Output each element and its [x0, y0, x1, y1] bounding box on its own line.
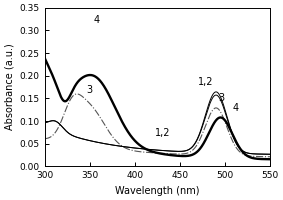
Text: 3: 3 — [87, 85, 93, 95]
Text: 4: 4 — [232, 103, 239, 113]
Text: 3: 3 — [219, 93, 225, 103]
X-axis label: Wavelength (nm): Wavelength (nm) — [115, 186, 200, 196]
Text: 1,2: 1,2 — [155, 128, 170, 138]
Y-axis label: Absorbance (a.u.): Absorbance (a.u.) — [4, 44, 14, 130]
Text: 4: 4 — [94, 15, 100, 25]
Text: 1,2: 1,2 — [198, 77, 214, 87]
